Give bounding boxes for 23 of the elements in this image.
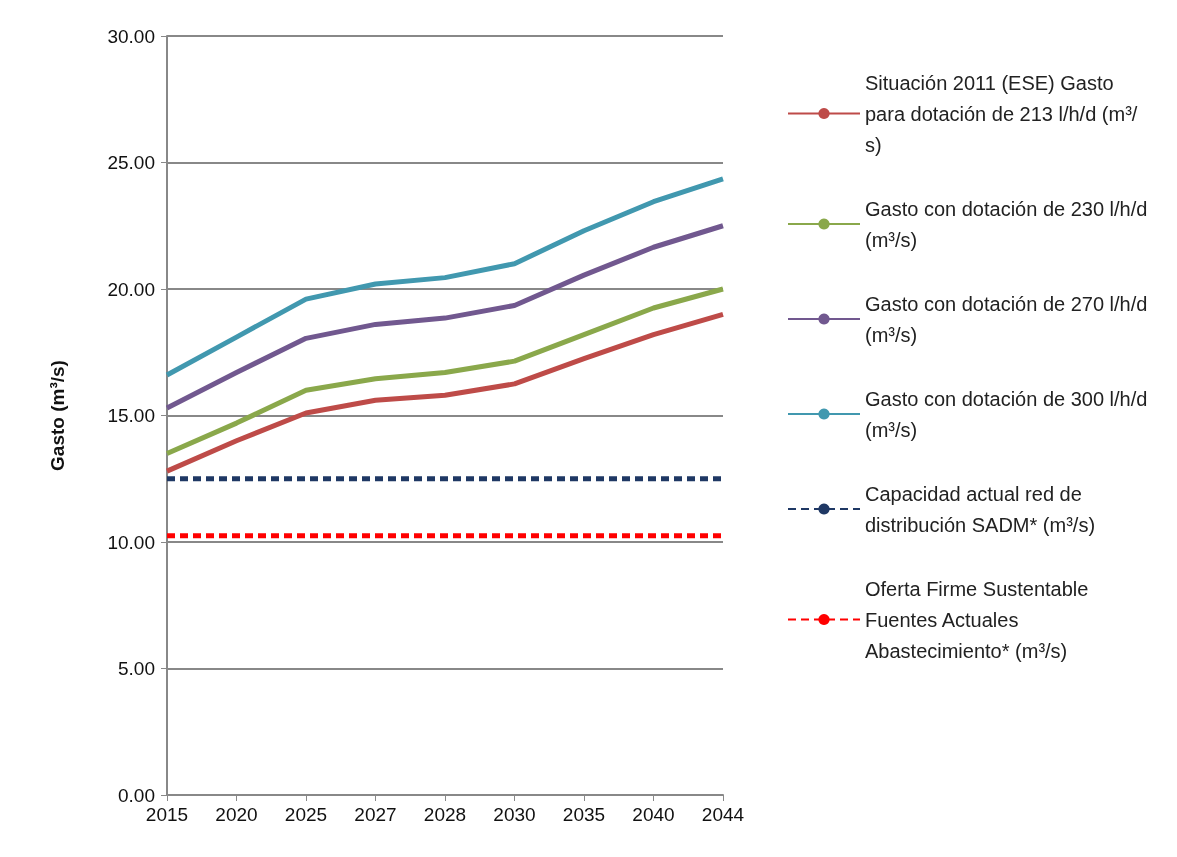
- x-tick-label: 2035: [562, 804, 606, 825]
- x-tick-label: 2030: [493, 804, 536, 825]
- y-tick-label: 10.00: [107, 531, 155, 553]
- y-tick-label: 15.00: [107, 405, 155, 426]
- y-tick-label: 30.00: [107, 25, 155, 47]
- y-tick-label: 25.00: [107, 152, 155, 173]
- y-tick-label: 20.00: [107, 278, 155, 300]
- y-tick-label: 5.00: [118, 658, 155, 679]
- x-tick-label: 2028: [423, 804, 467, 825]
- x-tick-label: 2027: [354, 804, 397, 825]
- x-tick-label: 2025: [284, 804, 328, 825]
- legend-label: Oferta Firme Sustentable Fuentes Actuales Abastecimiento* (m³/s): [865, 577, 1094, 662]
- legend-label: Gasto con dotación de 300 l/h/d (m³/s): [865, 387, 1153, 441]
- legend-label: Capacidad actual red de distribución SADM* (m³/s): [865, 482, 1096, 536]
- y-axis-title: Gasto (m³/s): [47, 360, 68, 471]
- legend-label: Situación 2011 (ESE) Gasto para dotación de 213 l/h/d (m³/s): [865, 71, 1138, 156]
- legend-label: Gasto con dotación de 270 l/h/d (m³/s): [865, 292, 1153, 346]
- x-tick-label: 2020: [215, 804, 258, 825]
- x-tick-label: 2040: [632, 804, 675, 825]
- y-tick-label: 0.00: [118, 784, 155, 806]
- legend-label: Gasto con dotación de 230 l/h/d (m³/s): [865, 197, 1153, 251]
- x-tick-label: 2015: [145, 804, 189, 825]
- x-tick-label: 2044: [701, 804, 745, 825]
